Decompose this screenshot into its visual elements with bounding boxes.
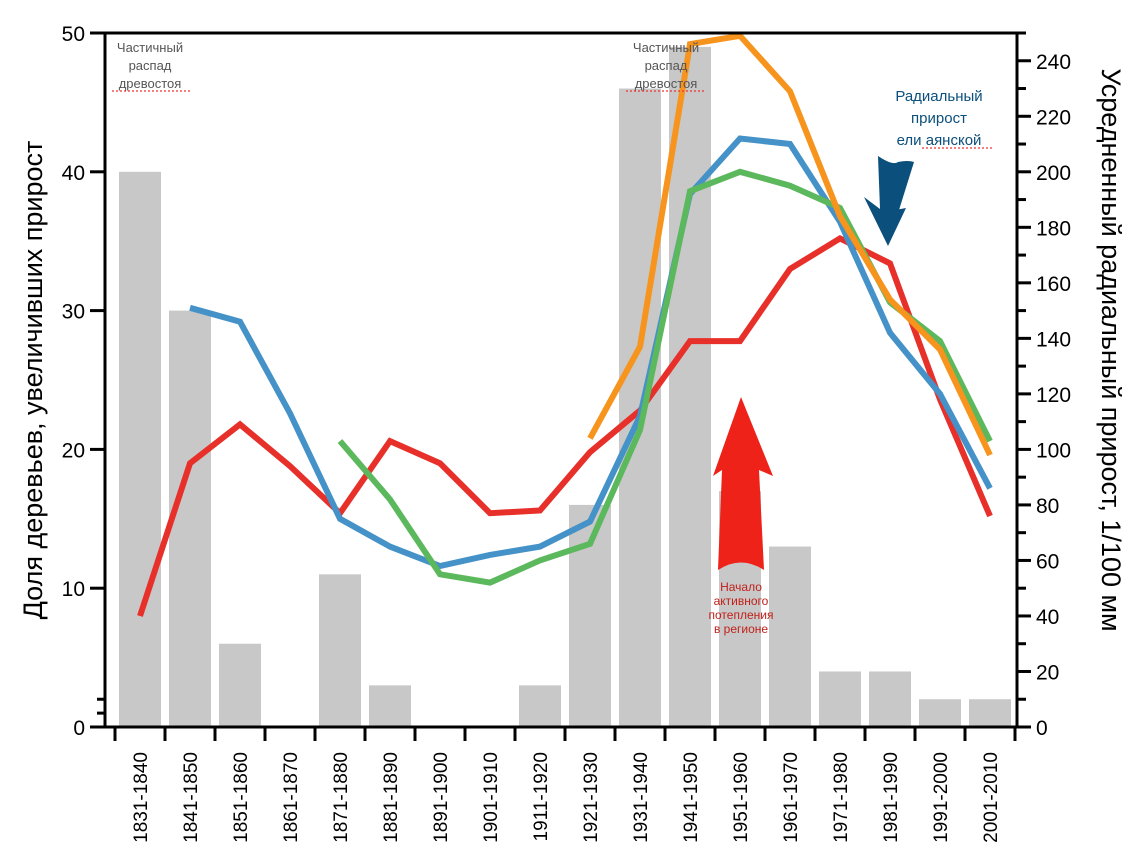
y-tick-label-right-160: 160 <box>1036 273 1071 296</box>
annotation-decay-2-line3: древостоя <box>635 76 698 91</box>
y-tick-label-right-120: 120 <box>1036 384 1071 407</box>
x-tick-label-1851-1860: 1851-1860 <box>231 752 252 843</box>
y-tick-label-right-20: 20 <box>1036 661 1059 684</box>
y-axis-title-left: Доля деревьев, увеличивших прирост <box>18 141 48 620</box>
y-tick-label-right-0: 0 <box>1036 717 1048 740</box>
x-tick-label-1971-1980: 1971-1980 <box>831 752 852 843</box>
annotation-decay-2-line1: Частичный <box>633 40 699 55</box>
y-tick-label-right-200: 200 <box>1036 162 1071 185</box>
annotation-warming-line2: активного <box>714 594 769 608</box>
y-tick-label-right-100: 100 <box>1036 439 1071 462</box>
bar-1991-2000 <box>919 699 961 727</box>
y-tick-label-right-140: 140 <box>1036 328 1071 351</box>
annotation-decay-2: Частичный распад древостоя <box>626 40 706 92</box>
line-series-red <box>137 234 993 617</box>
annotation-warming-line4: в регионе <box>714 622 768 636</box>
y-tick-label-right-40: 40 <box>1036 606 1059 629</box>
x-tick-label-1881-1890: 1881-1890 <box>381 752 402 843</box>
annotation-decay-1: Частичный распад древостоя <box>112 40 190 92</box>
bar-1851-1860 <box>219 643 261 727</box>
y-tick-label-left-0: 0 <box>73 717 85 740</box>
y-tick-label-right-220: 220 <box>1036 106 1071 129</box>
red-arrow-icon <box>713 397 773 570</box>
x-tick-label-1991-2000: 1991-2000 <box>931 752 952 843</box>
x-tick-label-1931-1940: 1931-1940 <box>631 752 652 843</box>
bar-1961-1970 <box>769 546 811 727</box>
y-tick-label-left-10: 10 <box>62 578 85 601</box>
annotation-decay-1-line1: Частичный <box>117 40 183 55</box>
annotation-warming-line3: потепления <box>709 608 774 622</box>
y-tick-label-left-20: 20 <box>62 439 85 462</box>
bar-1881-1890 <box>369 685 411 727</box>
annotation-radial-line1: Радиальный <box>895 88 982 105</box>
bar-1911-1920 <box>519 685 561 727</box>
annotation-decay-1-line2: распад <box>129 58 172 73</box>
bar-1981-1990 <box>869 671 911 727</box>
x-tick-label-1951-1960: 1951-1960 <box>731 752 752 843</box>
lines-layer <box>137 32 993 617</box>
annotation-radial-line2: прирост <box>911 110 967 127</box>
x-tick-label-1961-1970: 1961-1970 <box>781 752 802 843</box>
x-tick-label-1841-1850: 1841-1850 <box>181 752 202 843</box>
annotation-warming: Начало активного потепления в регионе <box>709 397 774 636</box>
blue-arrow-icon <box>864 156 914 246</box>
x-tick-label-1861-1870: 1861-1870 <box>281 752 302 843</box>
ticks-layer: 0 10 20 30 40 50 0 20 40 60 80 100 120 140 160 180 200 22… <box>62 23 1071 843</box>
x-tick-label-1891-1900: 1891-1900 <box>431 752 452 843</box>
y-tick-label-right-240: 240 <box>1036 51 1071 74</box>
x-tick-label-1941-1950: 1941-1950 <box>681 752 702 843</box>
y-tick-label-right-80: 80 <box>1036 495 1059 518</box>
annotation-radial: Радиальный прирост ели аянской <box>864 88 992 246</box>
axes-layer <box>90 31 1019 729</box>
x-tick-label-2001-2010: 2001-2010 <box>981 752 1002 843</box>
annotation-decay-1-line3: древостоя <box>119 76 182 91</box>
x-tick-label-1901-1910: 1901-1910 <box>481 752 502 843</box>
annotation-radial-line3: ели аянской <box>897 132 982 149</box>
x-tick-label-1981-1990: 1981-1990 <box>881 752 902 843</box>
y-tick-label-left-50: 50 <box>62 23 85 46</box>
y-tick-label-left-30: 30 <box>62 301 85 324</box>
x-tick-label-1911-1920: 1911-1920 <box>531 752 552 841</box>
y-tick-label-right-180: 180 <box>1036 217 1071 240</box>
y-axis-title-right: Усредненный радиальный прирост, 1/100 мм <box>1096 68 1126 631</box>
bar-1871-1880 <box>319 574 361 727</box>
x-tick-label-1921-1930: 1921-1930 <box>581 752 602 843</box>
annotation-decay-2-line2: распад <box>645 58 688 73</box>
bars-layer <box>119 46 1011 728</box>
bar-1841-1850 <box>169 310 211 727</box>
bar-1831-1840 <box>119 171 161 728</box>
bar-2001-2010 <box>969 699 1011 727</box>
bar-1941-1950 <box>669 46 711 727</box>
bar-1971-1980 <box>819 671 861 727</box>
y-tick-label-right-60: 60 <box>1036 550 1059 573</box>
y-tick-label-left-40: 40 <box>62 162 85 185</box>
x-tick-label-1871-1880: 1871-1880 <box>331 752 352 843</box>
x-tick-label-1831-1840: 1831-1840 <box>131 752 152 843</box>
annotation-warming-line1: Начало <box>720 580 762 594</box>
